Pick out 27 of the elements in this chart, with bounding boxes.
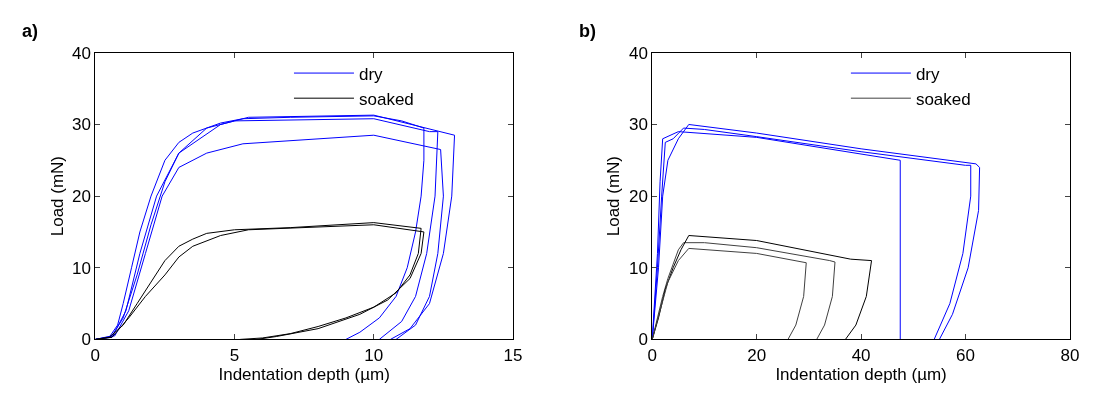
y-tick-label: 10 — [628, 258, 648, 278]
chart-title: a) — [22, 21, 39, 41]
chart-title: b) — [579, 21, 596, 41]
y-axis-title: Load (mN) — [604, 155, 624, 237]
y-tick-label: 0 — [638, 330, 648, 350]
y-tick-label: 20 — [628, 187, 648, 207]
legend-label: dry — [358, 64, 384, 84]
y-tick-label: 10 — [72, 258, 91, 278]
x-tick-label: 60 — [956, 345, 975, 365]
y-tick-label: 20 — [72, 187, 91, 207]
legend-label: dry — [915, 64, 941, 84]
y-tick-label: 30 — [628, 115, 648, 135]
y-tick-label: 40 — [72, 43, 91, 63]
y-axis-title: Load (mN) — [47, 155, 67, 237]
x-tick-label: 5 — [229, 345, 240, 365]
y-tick-label: 40 — [628, 43, 648, 63]
legend-label: soaked — [358, 89, 414, 109]
x-tick-label: 15 — [503, 345, 523, 365]
x-axis-title: Indentation depth (µm) — [218, 364, 390, 384]
x-tick-label: 80 — [1060, 345, 1080, 365]
x-axis-title: Indentation depth (µm) — [775, 364, 947, 384]
y-tick-label: 30 — [72, 115, 91, 135]
legend-label: soaked — [915, 89, 971, 109]
x-tick-label: 40 — [851, 345, 871, 365]
x-tick-label: 10 — [364, 345, 384, 365]
y-tick-label: 0 — [81, 330, 91, 350]
x-tick-label: 20 — [747, 345, 767, 365]
